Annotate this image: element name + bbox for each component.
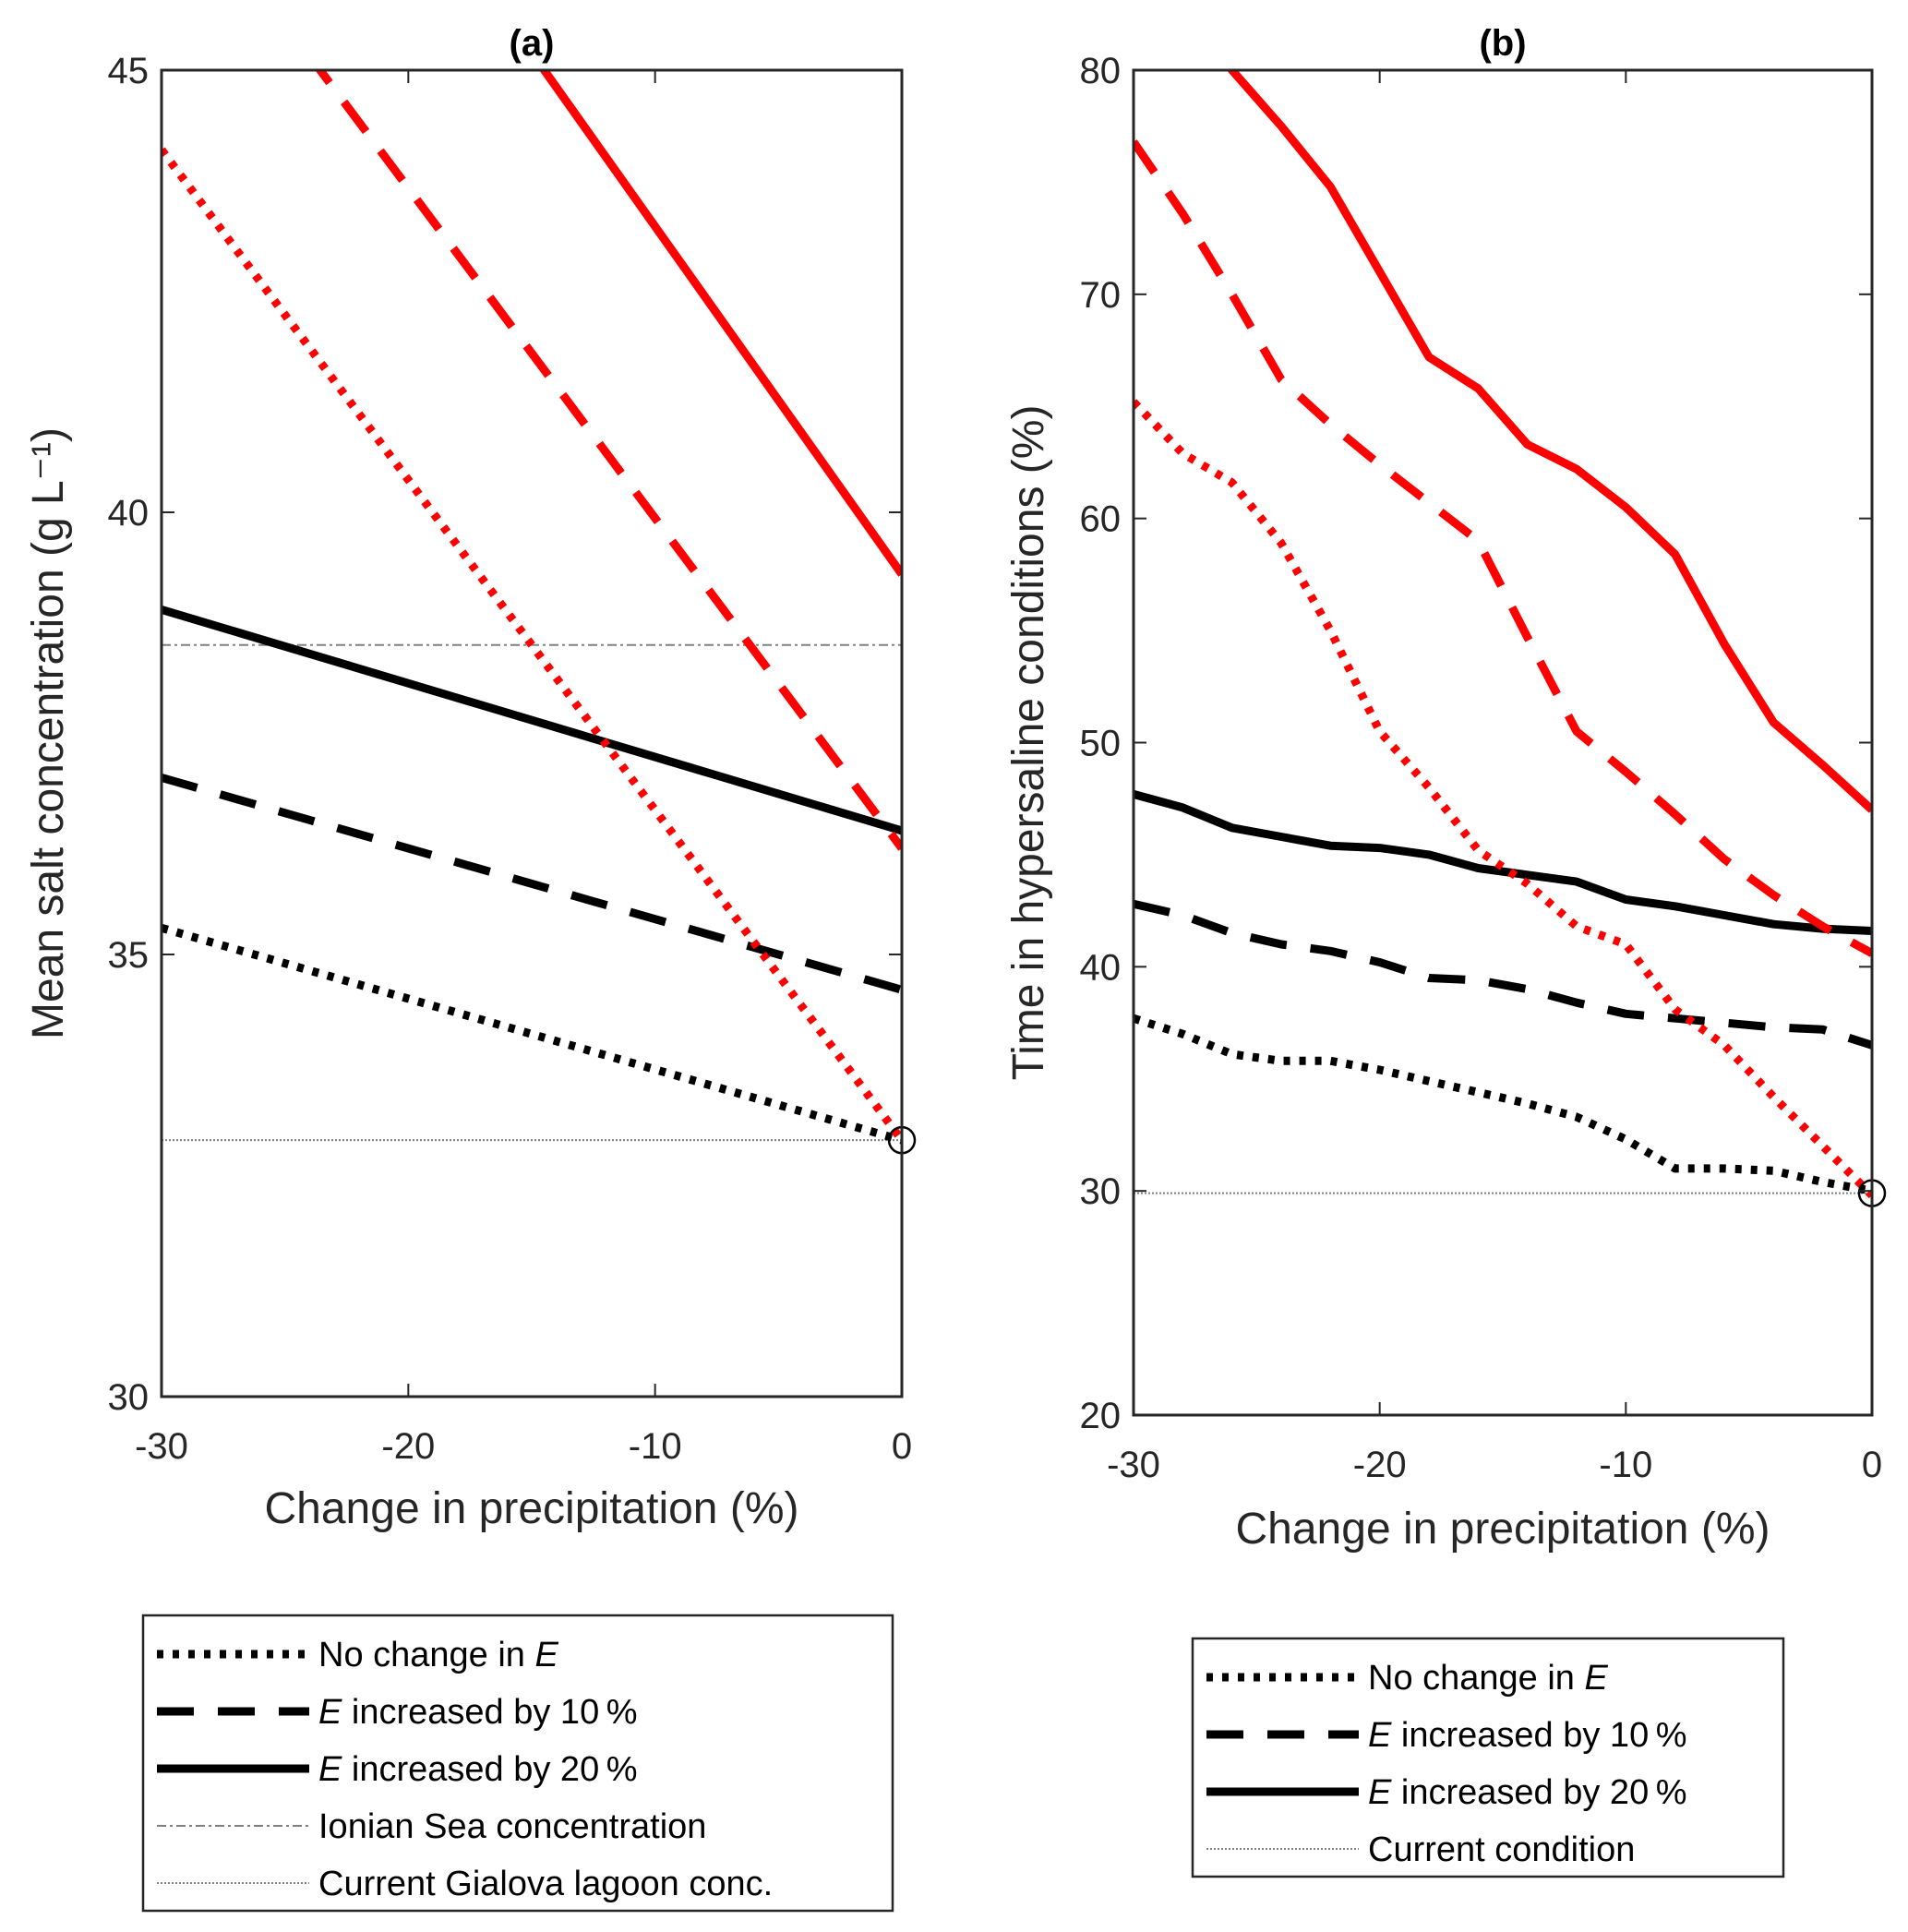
series-0-dotted-black bbox=[162, 923, 902, 1145]
x-tick-label: -30 bbox=[135, 1426, 188, 1467]
x-tick-label: -10 bbox=[629, 1426, 682, 1467]
series-4-dashed-red bbox=[1134, 139, 1872, 957]
legend-label: No change in E bbox=[1368, 1659, 1609, 1698]
y-tick-label: 80 bbox=[1080, 51, 1122, 91]
series-2-solid-black bbox=[1134, 790, 1872, 935]
y-axis-label: Time in hypersaline conditions (%) bbox=[1004, 405, 1053, 1081]
series-3-dotted-red bbox=[1134, 399, 1872, 1199]
y-tick-label: 50 bbox=[1080, 724, 1122, 764]
x-axis-label: Change in precipitation (%) bbox=[265, 1484, 799, 1533]
legend-label: E increased by 10 % bbox=[1368, 1716, 1687, 1755]
legend-label: No change in E bbox=[318, 1636, 559, 1674]
legend: No change in E E increased by 10 % E incre… bbox=[1191, 1637, 1785, 1878]
y-tick-label: 35 bbox=[108, 935, 150, 976]
series-5-solid-red bbox=[539, 70, 902, 577]
series-4-dashed-red bbox=[315, 70, 902, 851]
legend-label: Current Gialova lagoon conc. bbox=[318, 1865, 773, 1903]
y-tick-label: 40 bbox=[1080, 947, 1122, 988]
x-tick-label: 0 bbox=[1862, 1445, 1882, 1485]
panel-title: (b) bbox=[1479, 23, 1526, 64]
legend-box bbox=[141, 1614, 894, 1913]
x-tick-label: -10 bbox=[1599, 1445, 1652, 1485]
panel-b: -30 -20 -10 0 20 30 40 50 60 70 80 (b) Change in pre… bbox=[1004, 23, 1887, 1878]
plot-area bbox=[1134, 70, 1872, 1199]
legend-label: Current condition bbox=[1368, 1830, 1635, 1869]
axes-box bbox=[1132, 68, 1874, 1417]
x-tick-label: -20 bbox=[381, 1426, 435, 1467]
y-tick-label: 60 bbox=[1080, 499, 1122, 540]
panel-a: -30 -20 -10 0 30 35 40 45 (a) Change in precipita… bbox=[24, 23, 917, 1913]
series-3-dotted-red bbox=[162, 147, 902, 1143]
y-tick-label: 30 bbox=[1080, 1171, 1122, 1212]
legend: No change in E E increased by 10 % E incre… bbox=[141, 1614, 894, 1913]
y-axis-label: Mean salt concentration (g L⁻¹) bbox=[24, 427, 73, 1039]
y-tick-label: 30 bbox=[108, 1377, 150, 1418]
legend-label: E increased by 20 % bbox=[1368, 1773, 1687, 1812]
series-1-dashed-black bbox=[1134, 899, 1872, 1050]
y-tick-label: 45 bbox=[108, 51, 150, 91]
panel-title: (a) bbox=[510, 23, 555, 64]
x-axis-label: Change in precipitation (%) bbox=[1236, 1505, 1770, 1554]
x-tick-label: 0 bbox=[892, 1426, 912, 1467]
y-tick-label: 70 bbox=[1080, 275, 1122, 316]
x-tick-label: -30 bbox=[1107, 1445, 1160, 1485]
series-2-solid-black bbox=[162, 606, 902, 835]
series-0-dotted-black bbox=[1134, 1014, 1872, 1195]
plot-area bbox=[162, 70, 902, 1145]
y-tick-label: 40 bbox=[108, 493, 150, 534]
legend-label: E increased by 20 % bbox=[318, 1750, 638, 1789]
x-tick-label: -20 bbox=[1353, 1445, 1407, 1485]
series-5-solid-red bbox=[1227, 70, 1872, 813]
axes-box bbox=[160, 68, 904, 1398]
legend-label: E increased by 10 % bbox=[318, 1693, 638, 1732]
series-1-dashed-black bbox=[162, 774, 902, 994]
legend-label: Ionian Sea concentration bbox=[318, 1807, 706, 1846]
y-tick-label: 20 bbox=[1080, 1396, 1122, 1436]
